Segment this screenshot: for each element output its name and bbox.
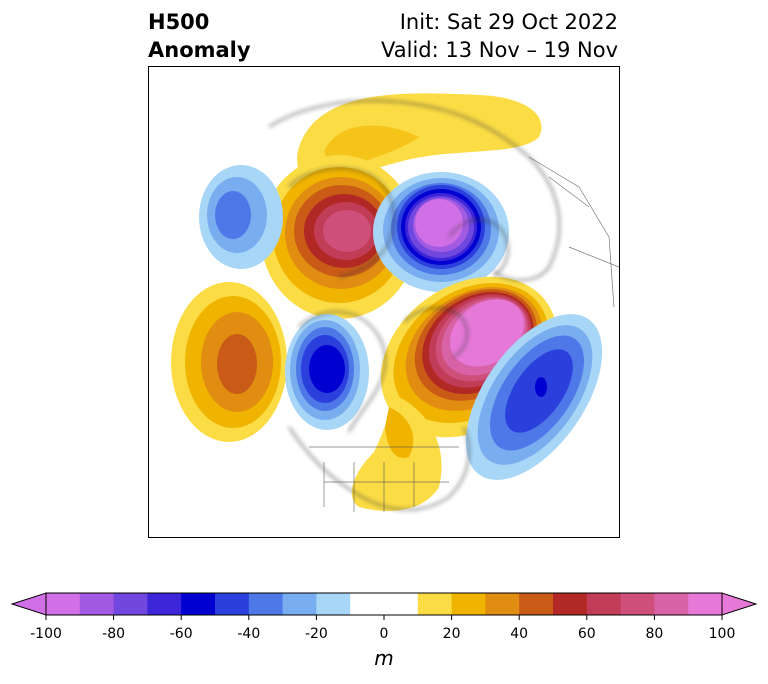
- title-type: Anomaly: [148, 38, 251, 62]
- colorbar-tick-label: 0: [379, 626, 389, 642]
- colorbar-segment: [417, 593, 453, 615]
- colorbar-segment: [282, 593, 317, 615]
- title-variable: H500: [148, 10, 210, 34]
- anomaly-map: [148, 66, 620, 538]
- colorbar-tick-label: -20: [304, 626, 328, 642]
- positive-anomaly-northwest: [261, 155, 417, 319]
- negative-anomaly-central: [285, 314, 369, 430]
- colorbar-segment: [113, 593, 148, 615]
- positive-anomaly-eastern-us: [351, 397, 442, 511]
- colorbar-segment: [181, 593, 216, 615]
- colorbar-segment: [485, 593, 520, 615]
- map-canvas: [171, 93, 619, 512]
- colorbar-tick-label: -40: [237, 626, 261, 642]
- colorbar-segment: [586, 593, 622, 615]
- colorbar-segment: [384, 593, 419, 615]
- map-title-right: Init: Sat 29 Oct 2022 Valid: 13 Nov – 19…: [381, 8, 618, 64]
- coastlines: [268, 100, 561, 511]
- colorbar-tick-label: 60: [577, 626, 596, 642]
- negative-anomaly-atlantic: [465, 314, 603, 480]
- colorbar-segment: [688, 593, 723, 615]
- colorbar-segment: [147, 593, 182, 615]
- colorbar-extend-max: [721, 592, 758, 616]
- colorbar-tick-label: 40: [510, 626, 529, 642]
- colorbar-tick-label: 100: [708, 626, 736, 642]
- positive-anomaly-pacific: [171, 282, 287, 442]
- colorbar-segment: [46, 593, 81, 615]
- borders: [309, 156, 619, 512]
- colorbar-segment: [316, 593, 351, 615]
- negative-anomaly-west: [199, 165, 283, 269]
- colorbar-tick-label: 20: [442, 626, 461, 642]
- colorbar-extend-min: [10, 592, 47, 616]
- colorbar-segment: [215, 593, 250, 615]
- init-date: Init: Sat 29 Oct 2022: [399, 10, 618, 34]
- colorbar-segment: [654, 593, 689, 615]
- colorbar-segment: [248, 593, 284, 615]
- colorbar-unit: m: [374, 646, 394, 670]
- colorbar-svg: [10, 592, 758, 620]
- colorbar: [0, 585, 768, 625]
- colorbar-segment: [350, 593, 385, 615]
- valid-range: Valid: 13 Nov – 19 Nov: [381, 38, 618, 62]
- colorbar-tick-label: -80: [102, 626, 126, 642]
- colorbar-segment: [451, 593, 486, 615]
- colorbar-tick-label: -100: [30, 626, 62, 642]
- colorbar-segment: [620, 593, 655, 615]
- map-title-left: H500 Anomaly: [148, 8, 251, 64]
- negative-anomaly-pole: [373, 172, 509, 292]
- colorbar-segment: [553, 593, 588, 615]
- colorbar-segment: [79, 593, 115, 615]
- colorbar-tick-label: 80: [645, 626, 664, 642]
- colorbar-tick-label: -60: [169, 626, 193, 642]
- colorbar-segment: [519, 593, 554, 615]
